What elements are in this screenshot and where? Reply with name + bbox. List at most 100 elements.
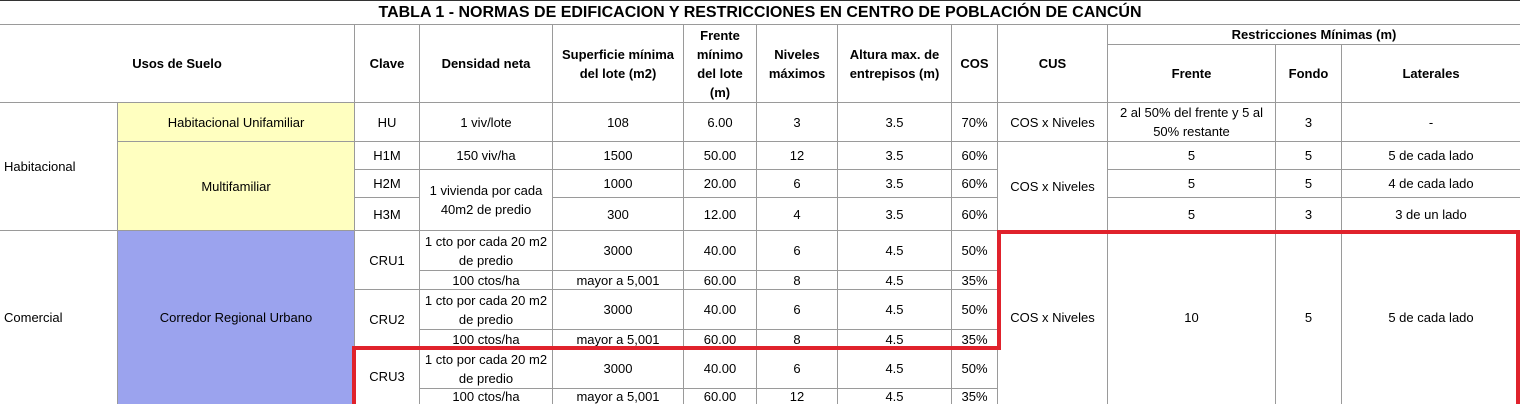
header-frente-minimo: Frente mínimo del lote (m) — [684, 25, 757, 103]
cell-clave-cru1: CRU1 — [355, 231, 420, 290]
header-niveles-maximos: Niveles máximos — [757, 25, 838, 103]
cell-altura-h3m: 3.5 — [838, 198, 952, 231]
cell-rfrente-cru: 10 — [1108, 231, 1276, 404]
table-title: TABLA 1 - NORMAS DE EDIFICACION Y RESTRI… — [0, 0, 1520, 25]
header-superficie-minima: Superficie mínima del lote (m2) — [553, 25, 684, 103]
cell-niveles-h3m: 4 — [757, 198, 838, 231]
cell-rlat-h2m: 4 de cada lado — [1342, 170, 1520, 198]
cell-altura-hu: 3.5 — [838, 103, 952, 142]
use-corredor-regional-urbano: Corredor Regional Urbano — [118, 231, 355, 404]
header-densidad-neta: Densidad neta — [420, 25, 553, 103]
cell-superficie-cru2-b: mayor a 5,001 — [553, 330, 684, 349]
group-habitacional: Habitacional — [0, 103, 118, 231]
header-restriccion-fondo: Fondo — [1276, 45, 1342, 103]
cell-clave-h2m: H2M — [355, 170, 420, 198]
cell-niveles-h1m: 12 — [757, 142, 838, 170]
cell-densidad-cru1-b: 100 ctos/ha — [420, 271, 553, 290]
header-usos-de-suelo: Usos de Suelo — [0, 25, 355, 103]
cell-altura-cru1-b: 4.5 — [838, 271, 952, 290]
cell-niveles-cru1-b: 8 — [757, 271, 838, 290]
cell-densidad-h2m-h3m: 1 vivienda por cada 40m2 de predio — [420, 170, 553, 231]
header-restricciones-minimas: Restricciones Mínimas (m) — [1108, 25, 1520, 45]
cell-rfondo-h2m: 5 — [1276, 170, 1342, 198]
cell-cos-cru2-b: 35% — [952, 330, 998, 349]
cell-superficie-cru1-a: 3000 — [553, 231, 684, 271]
cell-clave-cru2: CRU2 — [355, 290, 420, 349]
cell-cus-multifamiliar: COS x Niveles — [998, 142, 1108, 231]
cell-cos-cru2-a: 50% — [952, 290, 998, 330]
header-cos: COS — [952, 25, 998, 103]
cell-rfondo-h1m: 5 — [1276, 142, 1342, 170]
cell-altura-h2m: 3.5 — [838, 170, 952, 198]
use-multifamiliar: Multifamiliar — [118, 142, 355, 231]
cell-frente-cru3-b: 60.00 — [684, 389, 757, 404]
cell-superficie-cru1-b: mayor a 5,001 — [553, 271, 684, 290]
cell-cos-cru1-b: 35% — [952, 271, 998, 290]
cell-rfondo-hu: 3 — [1276, 103, 1342, 142]
cell-niveles-cru3-a: 6 — [757, 349, 838, 389]
cell-altura-cru1-a: 4.5 — [838, 231, 952, 271]
cell-niveles-h2m: 6 — [757, 170, 838, 198]
cell-cos-cru1-a: 50% — [952, 231, 998, 271]
group-comercial: Comercial — [0, 231, 118, 404]
cell-densidad-cru3-a: 1 cto por cada 20 m2 de predio — [420, 349, 553, 389]
header-clave: Clave — [355, 25, 420, 103]
cell-altura-h1m: 3.5 — [838, 142, 952, 170]
cell-rfrente-h1m: 5 — [1108, 142, 1276, 170]
cell-rfrente-hu: 2 al 50% del frente y 5 al 50% restante — [1108, 103, 1276, 142]
cell-clave-hu: HU — [355, 103, 420, 142]
cell-rlat-hu: - — [1342, 103, 1520, 142]
cell-densidad-hu: 1 viv/lote — [420, 103, 553, 142]
cell-altura-cru3-a: 4.5 — [838, 349, 952, 389]
cell-superficie-h3m: 300 — [553, 198, 684, 231]
cell-superficie-h2m: 1000 — [553, 170, 684, 198]
cell-frente-cru1-a: 40.00 — [684, 231, 757, 271]
use-habitacional-unifamiliar: Habitacional Unifamiliar — [118, 103, 355, 142]
cell-clave-h1m: H1M — [355, 142, 420, 170]
cell-cos-h1m: 60% — [952, 142, 998, 170]
header-restriccion-laterales: Laterales — [1342, 45, 1520, 103]
cell-rfrente-h2m: 5 — [1108, 170, 1276, 198]
cell-niveles-cru3-b: 12 — [757, 389, 838, 404]
cell-cus-hu: COS x Niveles — [998, 103, 1108, 142]
cell-cos-cru3-b: 35% — [952, 389, 998, 404]
cell-densidad-cru2-b: 100 ctos/ha — [420, 330, 553, 349]
cell-rfondo-h3m: 3 — [1276, 198, 1342, 231]
cell-superficie-cru3-a: 3000 — [553, 349, 684, 389]
cell-densidad-cru1-a: 1 cto por cada 20 m2 de predio — [420, 231, 553, 271]
cell-rlat-h3m: 3 de un lado — [1342, 198, 1520, 231]
cell-frente-cru3-a: 40.00 — [684, 349, 757, 389]
cell-cos-cru3-a: 50% — [952, 349, 998, 389]
cell-frente-h2m: 20.00 — [684, 170, 757, 198]
cell-cos-h2m: 60% — [952, 170, 998, 198]
cell-densidad-cru2-a: 1 cto por cada 20 m2 de predio — [420, 290, 553, 330]
cell-niveles-cru1-a: 6 — [757, 231, 838, 271]
cell-superficie-hu: 108 — [553, 103, 684, 142]
cell-frente-cru2-a: 40.00 — [684, 290, 757, 330]
cell-densidad-cru3-b: 100 ctos/ha — [420, 389, 553, 404]
cell-frente-hu: 6.00 — [684, 103, 757, 142]
cell-frente-cru2-b: 60.00 — [684, 330, 757, 349]
header-altura-entrepisos: Altura max. de entrepisos (m) — [838, 25, 952, 103]
cell-niveles-cru2-b: 8 — [757, 330, 838, 349]
cell-cus-cru: COS x Niveles — [998, 231, 1108, 404]
header-restriccion-frente: Frente — [1108, 45, 1276, 103]
cell-superficie-cru3-b: mayor a 5,001 — [553, 389, 684, 404]
cell-cos-h3m: 60% — [952, 198, 998, 231]
cell-rlat-cru: 5 de cada lado — [1388, 310, 1474, 325]
cell-altura-cru2-a: 4.5 — [838, 290, 952, 330]
cell-frente-cru1-b: 60.00 — [684, 271, 757, 290]
cell-niveles-hu: 3 — [757, 103, 838, 142]
cell-rlat-h1m: 5 de cada lado — [1342, 142, 1520, 170]
cell-densidad-h1m: 150 viv/ha — [420, 142, 553, 170]
cell-frente-h1m: 50.00 — [684, 142, 757, 170]
cell-cos-hu: 70% — [952, 103, 998, 142]
header-cus: CUS — [998, 25, 1108, 103]
cell-rfrente-h3m: 5 — [1108, 198, 1276, 231]
cell-rfondo-cru: 5 — [1276, 231, 1342, 404]
cell-altura-cru2-b: 4.5 — [838, 330, 952, 349]
cell-clave-h3m: H3M — [355, 198, 420, 231]
cell-superficie-h1m: 1500 — [553, 142, 684, 170]
cell-superficie-cru2-a: 3000 — [553, 290, 684, 330]
